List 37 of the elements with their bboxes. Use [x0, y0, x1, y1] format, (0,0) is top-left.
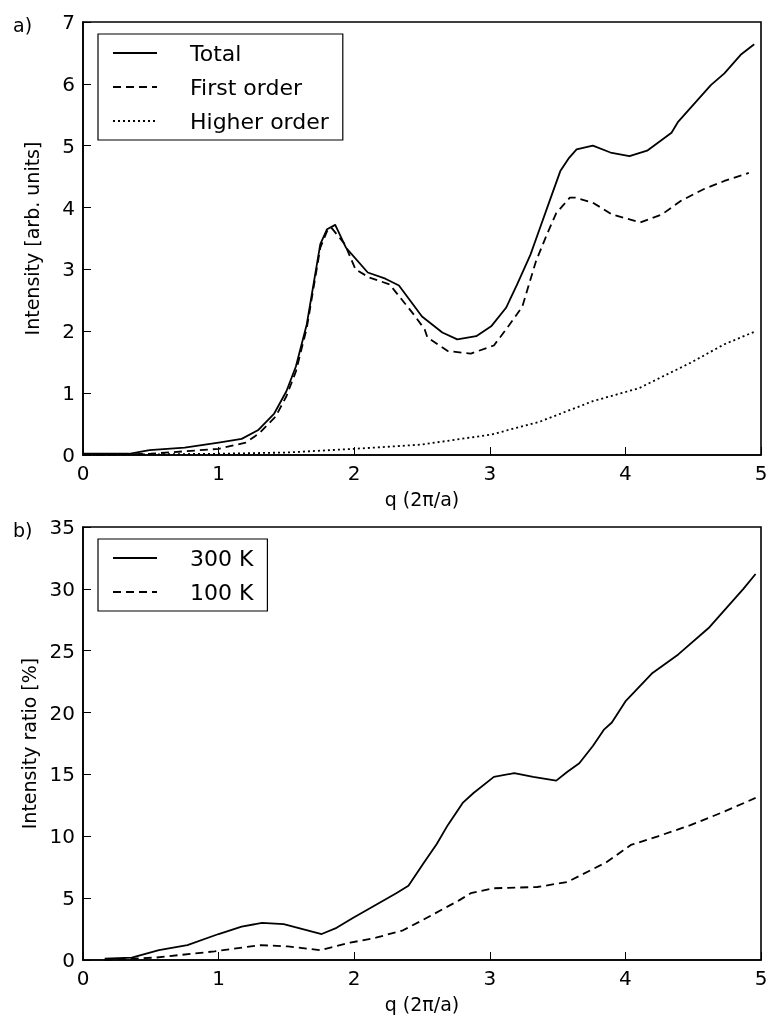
- x-tick-label: 1: [212, 461, 225, 485]
- y-tick-label: 25: [49, 638, 75, 663]
- y-tick-label: 7: [62, 10, 75, 34]
- x-tick-label: 2: [347, 966, 361, 990]
- y-axis-title: Intensity [arb. units]: [20, 141, 43, 336]
- legend-label: 100 K: [190, 579, 254, 605]
- y-tick-label: 3: [62, 257, 75, 282]
- y-tick-label: 4: [62, 195, 75, 220]
- x-tick-label: 3: [483, 461, 497, 485]
- y-tick-label: 0: [62, 948, 75, 972]
- y-tick-label: 5: [62, 133, 75, 158]
- x-tick-label: 3: [483, 966, 497, 990]
- chart-title: a): [13, 13, 33, 36]
- y-tick-label: 5: [62, 886, 75, 911]
- y-tick-label: 0: [62, 443, 75, 467]
- legend-label: First order: [190, 74, 303, 100]
- y-axis-title: Intensity ratio [%]: [18, 657, 41, 830]
- y-tick-label: 35: [49, 515, 75, 539]
- y-tick-label: 10: [49, 824, 75, 849]
- legend-label: 300 K: [190, 545, 254, 571]
- x-tick-label: 4: [619, 461, 632, 485]
- y-tick-label: 6: [62, 71, 75, 96]
- legend-label: Higher order: [190, 108, 330, 134]
- chart-title: b): [13, 518, 33, 541]
- y-tick-label: 30: [49, 576, 75, 601]
- y-tick-label: 15: [49, 762, 75, 787]
- x-tick-label: 5: [754, 966, 768, 990]
- x-tick-label: 1: [212, 966, 225, 990]
- y-tick-label: 2: [62, 319, 75, 344]
- x-tick-label: 4: [619, 966, 632, 990]
- y-tick-label: 20: [49, 700, 75, 725]
- x-axis-title: q (2π/a): [384, 487, 460, 510]
- y-tick-label: 1: [62, 381, 75, 406]
- x-tick-label: 2: [347, 461, 361, 485]
- x-axis-title: q (2π/a): [384, 992, 460, 1015]
- x-tick-label: 5: [754, 461, 768, 485]
- legend-label: Total: [189, 40, 242, 66]
